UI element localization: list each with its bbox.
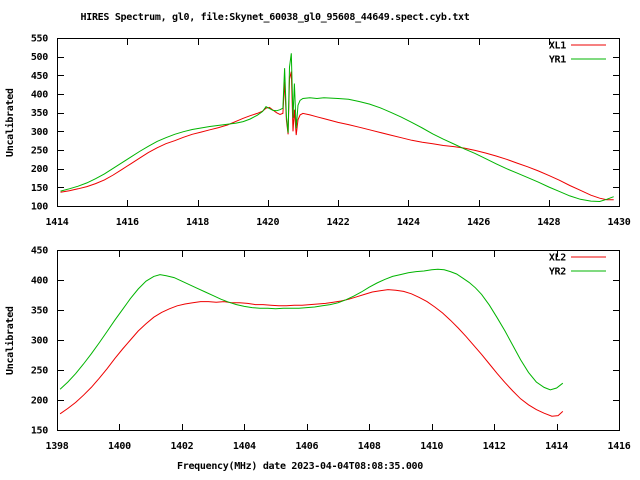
x-tick-label: 1420: [256, 217, 279, 228]
x-tick-label: 1428: [537, 217, 560, 228]
figure-title: HIRES Spectrum, gl0, file:Skynet_60038_g…: [80, 12, 470, 23]
series-YR2: [59, 268, 564, 391]
x-tick-label: 1400: [108, 441, 131, 452]
series-XL1: [60, 71, 614, 201]
y-tick-label: 300: [31, 127, 48, 138]
bottom-spectrum-plot: 1398 1400 1402 1404 1406 1408 1410 1412 1414 1416…: [31, 246, 631, 453]
x-tick-label: 1398: [46, 441, 69, 452]
x-tick-label: 1412: [483, 441, 506, 452]
x-tick-label: 1406: [295, 441, 318, 452]
plot-border: [57, 250, 620, 431]
y-tick-label: 200: [31, 164, 48, 175]
series-YR1: [60, 53, 614, 203]
y-tick-label: 200: [31, 396, 48, 407]
x-tick-label: 1418: [186, 217, 209, 228]
x-tick-label: 1402: [170, 441, 193, 452]
x-tick-label: 1404: [233, 441, 256, 452]
x-axis-label: Frequency(MHz) date 2023-04-04T08:08:35.…: [177, 461, 423, 472]
y-tick-label: 350: [31, 108, 48, 119]
y-tick-label: 350: [31, 306, 48, 317]
x-tick-label: 1416: [608, 441, 631, 452]
y-tick-label: 450: [31, 71, 48, 82]
x-tick-label: 1430: [608, 217, 631, 228]
top-spectrum-plot: 1414 1416 1418 1420 1422 1424 1426 1428 1430 100 1…: [31, 34, 631, 229]
plot-border: [57, 38, 620, 207]
legend-label-XL2: XL2: [549, 253, 566, 264]
x-tick-label: 1410: [420, 441, 443, 452]
x-tick-label: 1424: [397, 217, 420, 228]
y-tick-label: 250: [31, 366, 48, 377]
x-tick-label: 1408: [358, 441, 381, 452]
y-tick-label: 250: [31, 146, 48, 157]
y-tick-label: 550: [31, 34, 48, 45]
axis-ticks: [57, 38, 620, 207]
top-plot-ylabel: Uncalibrated: [5, 88, 16, 157]
legend-label-YR1: YR1: [549, 55, 566, 66]
y-tick-label: 150: [31, 183, 48, 194]
y-tick-label: 300: [31, 336, 48, 347]
y-tick-label: 450: [31, 246, 48, 257]
series-XL2: [59, 289, 564, 417]
bottom-plot-ylabel: Uncalibrated: [5, 306, 16, 375]
axis-ticks: [57, 250, 620, 431]
y-tick-label: 400: [31, 276, 48, 287]
y-tick-label: 100: [31, 202, 48, 213]
legend-label-XL1: XL1: [549, 41, 566, 52]
x-tick-label: 1416: [116, 217, 139, 228]
y-tick-label: 400: [31, 90, 48, 101]
x-tick-label: 1422: [327, 217, 350, 228]
y-tick-label: 500: [31, 52, 48, 63]
y-tick-label: 150: [31, 426, 48, 437]
x-tick-label: 1414: [46, 217, 69, 228]
legend-label-YR2: YR2: [549, 267, 566, 278]
x-tick-label: 1414: [545, 441, 568, 452]
x-tick-label: 1426: [467, 217, 490, 228]
